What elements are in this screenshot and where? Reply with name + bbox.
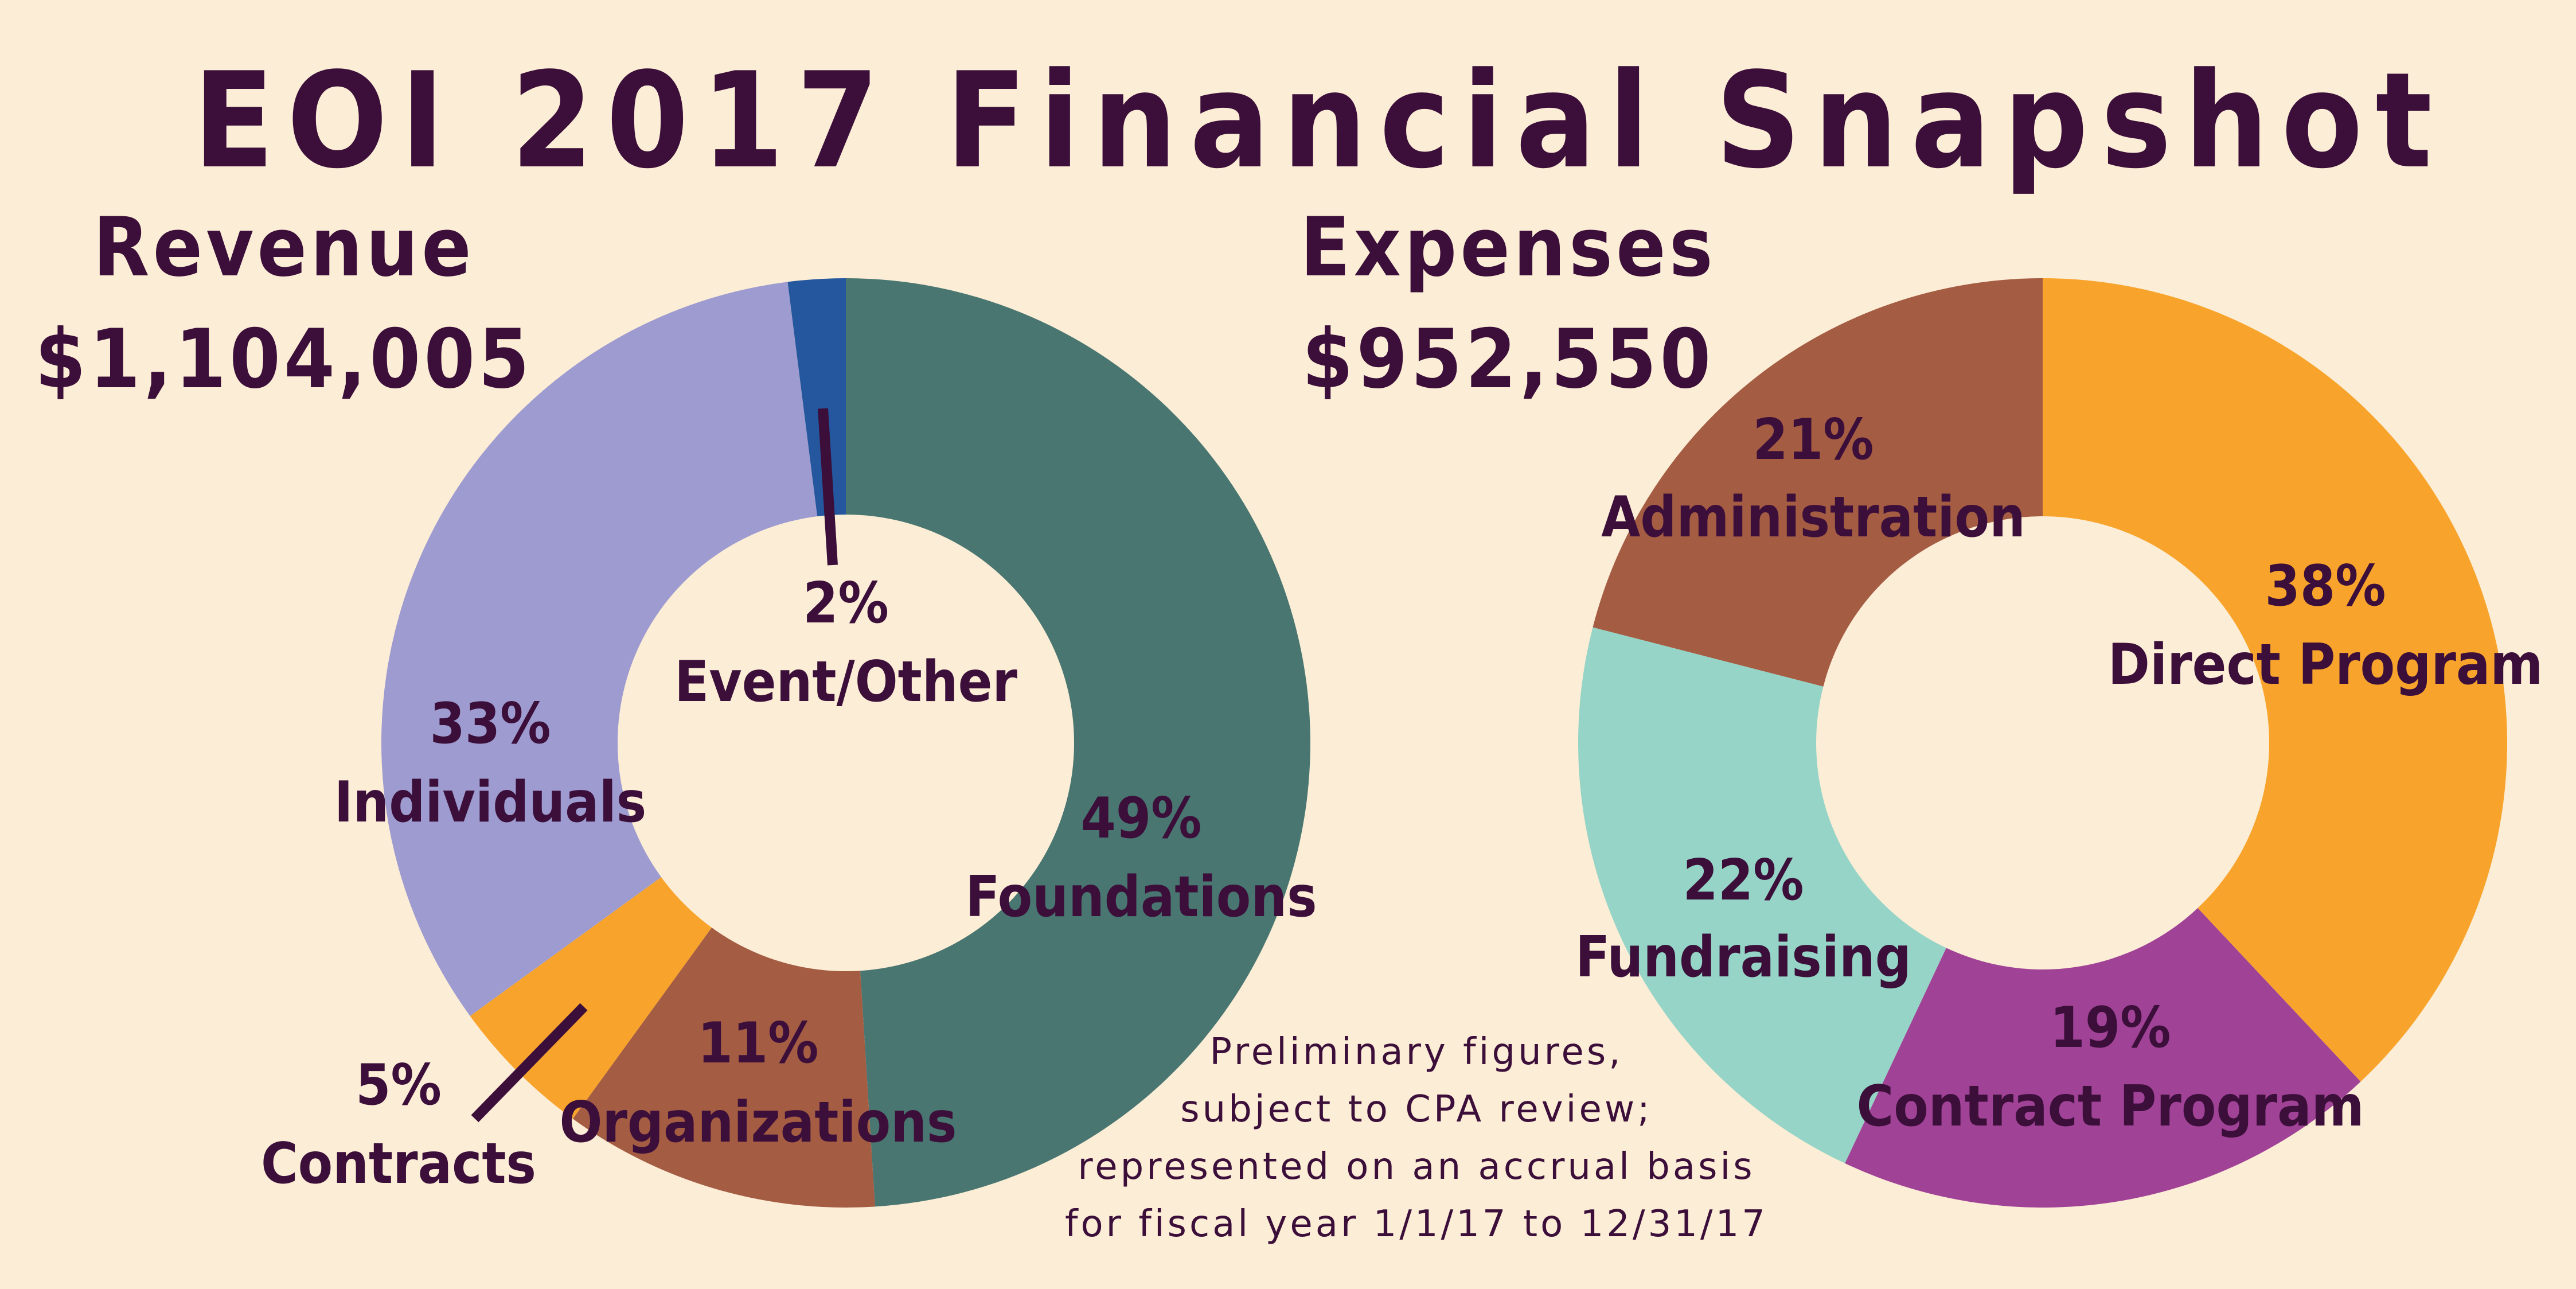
revenue-label-contracts: Contracts — [261, 1131, 536, 1197]
expenses-total: $952,550 — [1302, 312, 1715, 407]
expenses-label-fundraising: Fundraising — [1575, 925, 1911, 990]
expenses-label-direct-program: Direct Program — [2108, 632, 2543, 698]
expenses-slice-contract-program — [1845, 743, 2361, 1208]
expenses-donut — [1578, 278, 2507, 1208]
expenses-label-direct-program-pct: 38% — [2265, 554, 2386, 619]
contracts-leader-line — [471, 1003, 588, 1123]
expenses-label-contract-program-pct: 19% — [2050, 995, 2171, 1061]
event-other-leader-line — [818, 408, 838, 566]
revenue-label-event-other-pct: 2% — [803, 571, 889, 636]
revenue-label-event-other: Event/Other — [674, 649, 1017, 715]
revenue-label-individuals: Individuals — [334, 770, 647, 835]
expenses-label-administration-pct: 21% — [1753, 407, 1874, 473]
expenses-donut-hole — [1816, 516, 2269, 969]
revenue-slice-foundations — [846, 278, 1310, 1207]
revenue-label-individuals-pct: 33% — [430, 691, 551, 757]
revenue-title: Revenue — [93, 200, 475, 295]
page-title: EOI 2017 Financial Snapshot — [193, 45, 2445, 198]
revenue-slice-individuals — [381, 282, 846, 1017]
note-line-3: represented on an accrual basis — [1078, 1146, 1755, 1188]
expenses-label-contract-program: Contract Program — [1857, 1074, 2364, 1139]
revenue-donut — [381, 278, 1310, 1208]
note-line-4: for fiscal year 1/1/17 to 12/31/17 — [1065, 1203, 1768, 1245]
expenses-title: Expenses — [1300, 200, 1716, 295]
revenue-donut-hole — [618, 515, 1074, 971]
revenue-label-organizations-pct: 11% — [697, 1011, 818, 1076]
revenue-label-foundations: Foundations — [965, 864, 1317, 930]
revenue-label-organizations: Organizations — [560, 1090, 957, 1155]
expenses-label-administration: Administration — [1601, 485, 2025, 550]
revenue-label-contracts-pct: 5% — [356, 1053, 442, 1118]
expenses-slice-direct-program — [2043, 278, 2507, 1082]
expenses-label-fundraising-pct: 22% — [1683, 848, 1804, 913]
revenue-total: $1,104,005 — [35, 312, 533, 407]
revenue-label-foundations-pct: 49% — [1080, 786, 1201, 851]
note-line-1: Preliminary figures, — [1209, 1031, 1623, 1073]
note-line-2: subject to CPA review; — [1180, 1088, 1652, 1131]
